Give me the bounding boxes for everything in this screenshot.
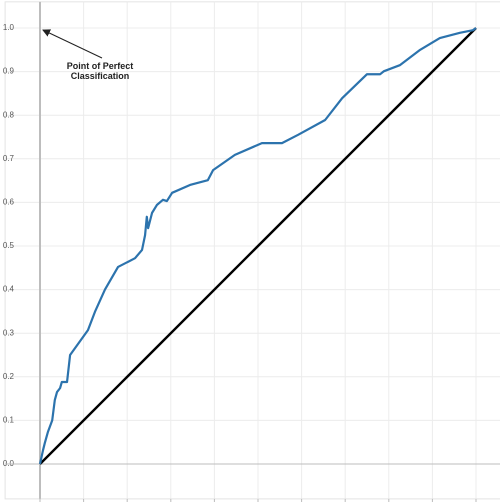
- series-line: [38, 27, 477, 465]
- y-tick-label: 0.7: [3, 154, 15, 163]
- y-tick-label: 1.0: [3, 23, 15, 32]
- y-tick-label: 0.6: [3, 198, 15, 207]
- y-tick-label: 0.4: [3, 285, 15, 294]
- y-tick-label: 0.1: [3, 416, 15, 425]
- annotation-arrow: [42, 29, 103, 59]
- y-tick-label: 0.8: [3, 110, 15, 119]
- series-line: [39, 27, 477, 465]
- annotation-box: Point of Perfect Classification: [66, 61, 134, 81]
- y-tick-label: 0.2: [3, 372, 15, 381]
- y-tick-label: 0.3: [3, 328, 15, 337]
- annotation: Point of Perfect Classification: [66, 61, 134, 81]
- y-tick-label: 0.9: [3, 67, 15, 76]
- y-tick-label: 0.5: [3, 241, 15, 250]
